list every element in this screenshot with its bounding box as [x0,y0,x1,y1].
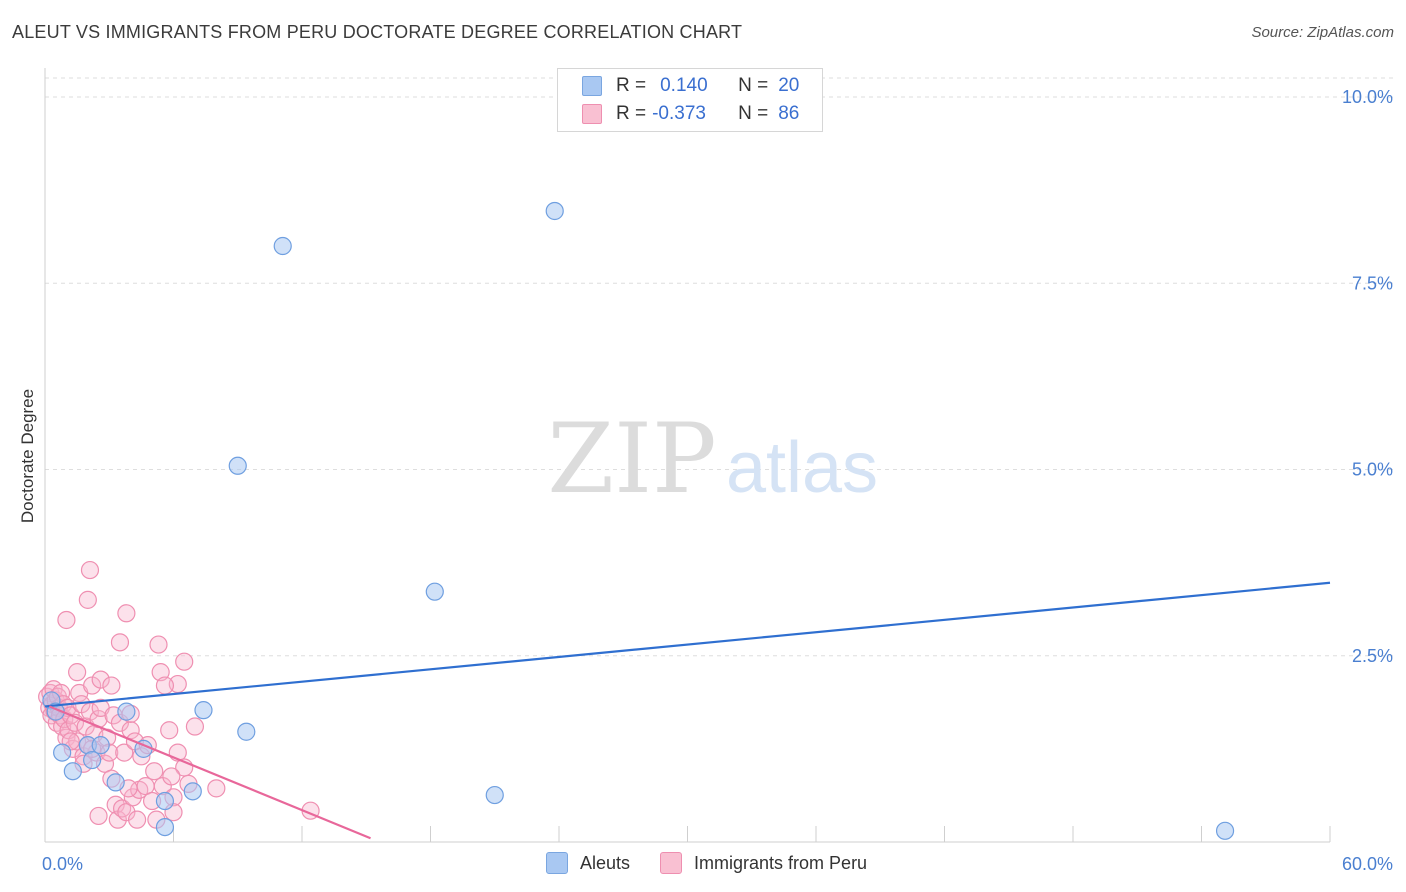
peru-point [80,560,100,580]
aleut-point [106,773,125,792]
aleut-point [485,785,504,805]
peru-point [207,779,226,798]
peru-label: Immigrants from Peru [694,852,868,873]
legend-n-value: 86 [778,103,800,124]
axes [44,68,1331,843]
legend-r-value: -0.373 [652,103,706,124]
aleut-point [63,762,82,781]
aleut-point [155,791,175,811]
aleut-point [1215,821,1235,840]
peru-point [110,633,130,652]
aleut-point [183,782,202,801]
aleut-point [237,722,256,741]
peru-point [91,670,110,689]
aleut-points [42,201,1235,840]
series-legend-aleuts[interactable]: Aleuts [546,852,630,874]
aleut-point [155,817,175,837]
peru-point [123,788,142,807]
peru-point [145,762,164,781]
aleut-trend-line [44,581,1331,708]
y-tick-label: 7.5% [1352,273,1393,293]
aleuts-swatch [546,852,568,874]
peru-point [57,610,76,630]
legend-row-peru: R = -0.373 N = 86 [582,101,799,127]
peru-point [117,604,136,623]
legend-n-label: N = [738,103,769,124]
peru-point [185,717,205,736]
aleut-point [83,750,102,770]
aleut-point [117,702,136,721]
series-legend-peru[interactable]: Immigrants from Peru [660,852,867,874]
legend-swatch-aleuts [582,76,602,96]
peru-point [160,721,179,740]
tick-labels: 2.5% 5.0% 7.5% 10.0% 0.0% 60.0% [42,87,1393,874]
chart-title: ALEUT VS IMMIGRANTS FROM PERU DOCTORATE … [12,22,743,42]
legend-n-value: 20 [778,75,800,96]
peru-trend-line [48,705,371,840]
y-axis-label: Doctorate Degree [18,389,37,523]
y-tick-label: 2.5% [1352,646,1393,666]
aleut-point [425,582,444,601]
legend-r-label: R = [616,75,647,96]
legend-n-label: N = [738,75,769,96]
watermark: ZIP atlas [547,403,878,515]
aleut-point [194,701,213,720]
gridlines [45,77,1395,657]
peru-point [115,743,134,762]
aleuts-label: Aleuts [580,852,631,873]
peru-point [89,806,108,826]
peru-point [162,767,181,786]
watermark-atlas: atlas [726,428,878,508]
trend-lines [44,581,1331,840]
peru-point [151,663,170,682]
source-label: Source: ZipAtlas.com [1251,24,1394,41]
peru-point [155,676,175,695]
correlation-legend: R = 0.140 N = 20 R = -0.373 N = 86 [557,68,823,132]
aleut-point [273,236,292,256]
watermark-zip: ZIP [547,403,716,515]
series-legend: Aleuts Immigrants from Peru [546,852,897,874]
peru-points [38,560,320,829]
peru-point [149,635,168,654]
y-tick-label: 10.0% [1342,87,1393,107]
peru-point [102,676,121,695]
x-tick-label: 0.0% [42,854,83,874]
legend-r-value: 0.140 [660,75,708,96]
peru-point [78,590,97,609]
peru-point [175,652,194,671]
peru-swatch [660,852,683,874]
legend-r-label: R = [616,103,647,124]
y-tick-label: 5.0% [1352,460,1393,480]
peru-point [68,663,87,682]
peru-point [127,810,147,829]
aleut-point [53,743,72,762]
aleut-point [228,456,247,475]
x-tick-label: 60.0% [1342,854,1393,874]
aleut-point [91,736,110,755]
aleut-point [545,201,564,221]
legend-row-aleuts: R = 0.140 N = 20 [582,73,799,99]
legend-swatch-peru [582,104,602,124]
